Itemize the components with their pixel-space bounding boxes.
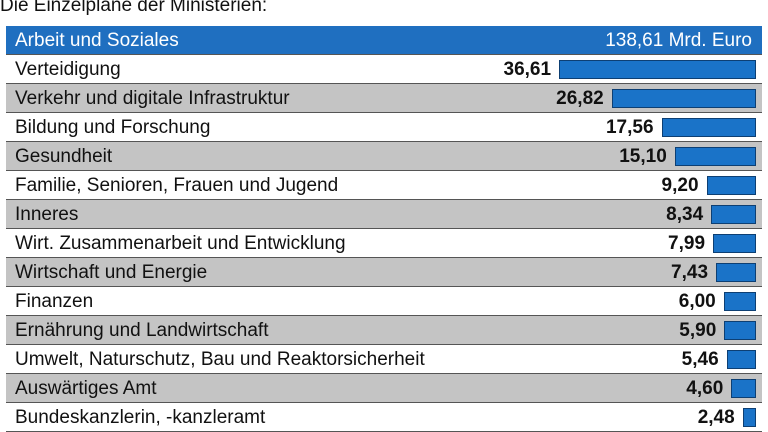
chart-row: Gesundheit 15,10 [6, 142, 762, 171]
chart-row: Umwelt, Naturschutz, Bau und Reaktorsich… [6, 345, 762, 374]
category-label: Verteidigung [15, 59, 121, 80]
value-label: 4,60 [686, 378, 724, 399]
chart-row: Bundeskanzlerin, -kanzleramt 2,48 [6, 403, 762, 432]
bar [611, 89, 756, 108]
value-label: 15,10 [619, 146, 667, 167]
category-label: Bildung und Forschung [15, 117, 211, 138]
chart-row: Wirtschaft und Energie 7,43 [6, 258, 762, 287]
bar [711, 205, 756, 224]
chart-row: Inneres 8,34 [6, 200, 762, 229]
bar [731, 379, 756, 398]
value-label: 2,48 [697, 407, 735, 428]
category-label: Umwelt, Naturschutz, Bau und Reaktorsich… [15, 349, 425, 370]
category-label: Wirt. Zusammenarbeit und Entwicklung [15, 233, 346, 254]
bar [724, 321, 756, 340]
chart-row: Finanzen 6,00 [6, 287, 762, 316]
bar [674, 147, 756, 166]
bar [559, 60, 756, 79]
chart-row: Verkehr und digitale Infrastruktur 26,82 [6, 84, 762, 113]
category-label: Wirtschaft und Energie [15, 262, 208, 283]
chart-row: Auswärtiges Amt 4,60 [6, 374, 762, 403]
category-label: Auswärtiges Amt [15, 378, 157, 399]
chart-title: Die Einzelpläne der Ministerien: [0, 0, 268, 16]
chart-row: Bildung und Forschung 17,56 [6, 113, 762, 142]
value-label: 17,56 [605, 117, 654, 138]
bar [661, 118, 756, 137]
category-label: Arbeit und Soziales [15, 30, 179, 51]
category-label: Familie, Senioren, Frauen und Jugend [15, 175, 339, 196]
value-label: 36,61 [503, 59, 552, 80]
chart-row: Wirt. Zusammenarbeit und Entwicklung 7,99 [6, 229, 762, 258]
bar [713, 234, 756, 253]
chart-row: Ernährung und Landwirtschaft 5,90 [6, 316, 762, 345]
value-label: 7,43 [671, 262, 709, 283]
category-label: Finanzen [15, 291, 94, 312]
value-label: 138,61 Mrd. Euro [605, 30, 752, 51]
value-label: 7,99 [668, 233, 706, 254]
chart-row: Verteidigung 36,61 [6, 55, 762, 84]
ministry-budget-chart: Arbeit und Soziales 138,61 Mrd. Euro Verte… [6, 26, 762, 432]
bar [726, 350, 756, 369]
category-label: Bundeskanzlerin, -kanzleramt [15, 407, 266, 428]
value-label: 26,82 [556, 88, 604, 109]
chart-row: Arbeit und Soziales 138,61 Mrd. Euro [6, 26, 762, 55]
value-label: 6,00 [678, 291, 716, 312]
category-label: Inneres [15, 204, 79, 225]
value-label: 5,46 [681, 349, 719, 370]
value-label: 5,90 [679, 320, 717, 341]
bar [742, 408, 756, 427]
chart-row: Familie, Senioren, Frauen und Jugend 9,20 [6, 171, 762, 200]
value-label: 9,20 [661, 175, 699, 196]
bar [716, 263, 756, 282]
category-label: Gesundheit [15, 146, 113, 167]
value-label: 8,34 [666, 204, 704, 225]
category-label: Ernährung und Landwirtschaft [15, 320, 269, 341]
bar [723, 292, 756, 311]
bar [706, 176, 756, 195]
category-label: Verkehr und digitale Infrastruktur [15, 88, 290, 109]
